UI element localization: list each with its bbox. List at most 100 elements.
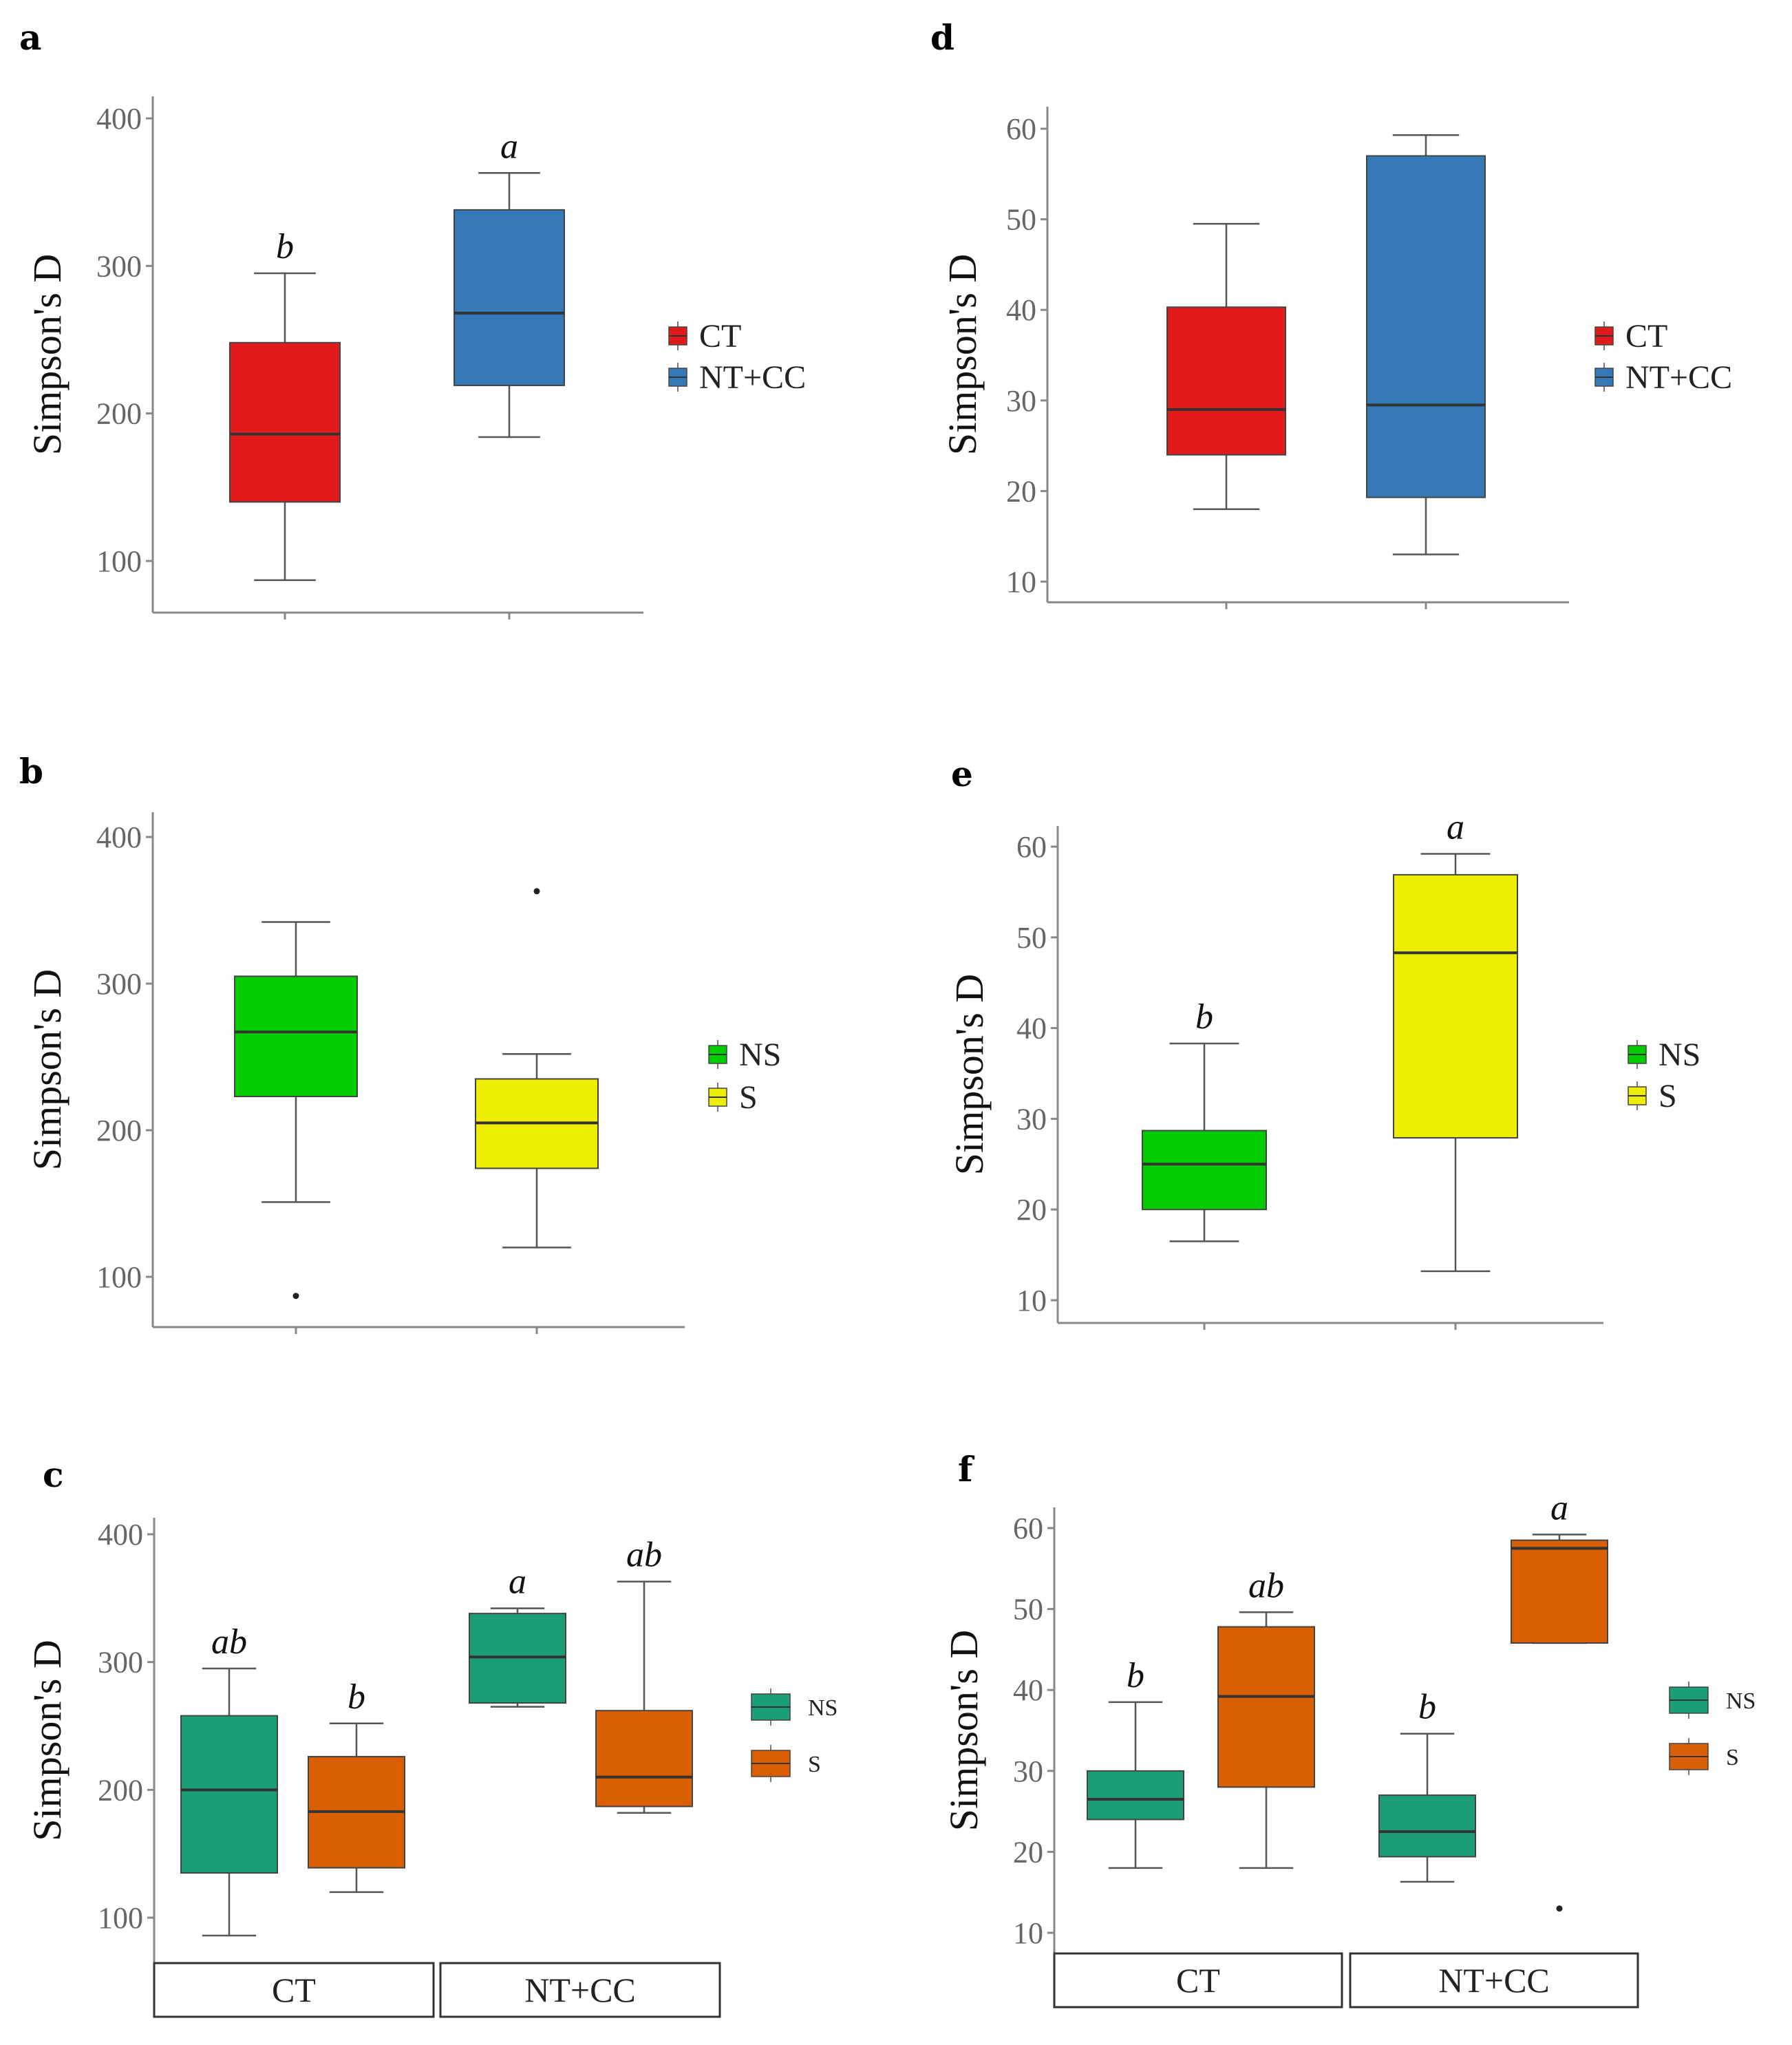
box-iqr bbox=[1393, 873, 1518, 1139]
box-iqr bbox=[1217, 1626, 1315, 1788]
box-iqr bbox=[1511, 1539, 1608, 1644]
legend-item-S: S bbox=[751, 1745, 821, 1782]
legend-label: NS bbox=[1658, 1037, 1700, 1073]
facet-strip-label: CT bbox=[272, 1971, 316, 2009]
outlier-point bbox=[533, 888, 540, 895]
legend-item-NS: NS bbox=[1669, 1682, 1756, 1719]
box-iqr bbox=[1087, 1770, 1184, 1821]
legend-label: NT+CC bbox=[699, 359, 806, 396]
y-tick-label: 50 bbox=[1006, 203, 1036, 237]
facet-strip-box bbox=[1349, 1952, 1639, 2009]
y-tick-label: 100 bbox=[96, 544, 142, 578]
significance-label: ab bbox=[1248, 1566, 1284, 1605]
y-axis-label: Simpson's D bbox=[25, 254, 70, 455]
y-tick-label: 60 bbox=[1006, 112, 1036, 146]
y-tick-label: 30 bbox=[1006, 384, 1036, 418]
legend-label: S bbox=[1658, 1078, 1677, 1114]
box-CT: b bbox=[229, 227, 341, 582]
outlier-point bbox=[1556, 1905, 1563, 1912]
legend: CT NT+CC bbox=[668, 318, 806, 396]
significance-label: a bbox=[1447, 808, 1464, 847]
box-iqr bbox=[1366, 155, 1486, 498]
y-tick-label: 100 bbox=[96, 1260, 142, 1294]
box-NS: b bbox=[1142, 997, 1267, 1242]
box-NT+CC-NS: a bbox=[469, 1562, 566, 1708]
box-iqr bbox=[180, 1715, 278, 1874]
panel-letter: d bbox=[930, 17, 954, 58]
y-tick-label: 300 bbox=[98, 1646, 143, 1680]
legend-item-S: S bbox=[1628, 1078, 1677, 1114]
legend-item-NS: NS bbox=[751, 1688, 838, 1726]
box-NT+CC-NS: b bbox=[1378, 1688, 1476, 1883]
significance-label: a bbox=[500, 127, 518, 166]
y-tick-label: 300 bbox=[96, 249, 142, 283]
y-tick-label: 50 bbox=[1016, 921, 1047, 955]
facet-strip-box bbox=[439, 1962, 721, 2018]
y-tick-label: 60 bbox=[1016, 830, 1047, 864]
facet-strip-CT: CT bbox=[153, 1962, 435, 2018]
y-axis-label: Simpson's D bbox=[25, 969, 70, 1170]
y-tick-label: 200 bbox=[96, 397, 142, 431]
significance-label: b bbox=[1195, 997, 1213, 1037]
box-iqr bbox=[1378, 1794, 1476, 1858]
box-NT+CC-S: ab bbox=[595, 1536, 693, 1814]
box-CT-S: ab bbox=[1217, 1566, 1315, 1869]
y-tick-label: 40 bbox=[1006, 293, 1036, 327]
y-tick-label: 10 bbox=[1016, 1284, 1047, 1317]
legend-label: S bbox=[739, 1079, 758, 1116]
significance-label: b bbox=[1127, 1656, 1144, 1695]
legend-label: NS bbox=[808, 1695, 838, 1721]
facet-strip-box bbox=[153, 1962, 435, 2018]
facet-strip-NT+CC: NT+CC bbox=[439, 1962, 721, 2018]
y-tick-label: 200 bbox=[98, 1773, 143, 1807]
legend-item-CT: CT bbox=[668, 318, 741, 354]
y-tick-label: 40 bbox=[1016, 1012, 1047, 1046]
legend-label: NS bbox=[1726, 1688, 1756, 1714]
box-iqr bbox=[1142, 1130, 1267, 1211]
y-tick-label: 30 bbox=[1013, 1755, 1043, 1788]
y-tick-label: 200 bbox=[96, 1114, 142, 1147]
y-tick-label: 400 bbox=[98, 1518, 143, 1551]
legend-label: CT bbox=[1625, 318, 1667, 354]
facet-strip-label: CT bbox=[1176, 1961, 1220, 2000]
y-tick-label: 40 bbox=[1013, 1673, 1043, 1707]
legend-item-NT+CC: NT+CC bbox=[668, 359, 806, 396]
legend: NS S bbox=[1669, 1682, 1756, 1775]
panel-letter: c bbox=[43, 1454, 63, 1495]
panel-letter: b bbox=[19, 751, 43, 792]
significance-label: b bbox=[276, 227, 294, 266]
y-tick-label: 400 bbox=[96, 820, 142, 854]
y-tick-label: 10 bbox=[1006, 565, 1036, 599]
box-S bbox=[475, 888, 599, 1249]
y-tick-label: 60 bbox=[1013, 1512, 1043, 1545]
panel-letter: e bbox=[951, 754, 973, 794]
y-tick-label: 50 bbox=[1013, 1593, 1043, 1627]
significance-label: ab bbox=[211, 1622, 247, 1662]
significance-label: b bbox=[348, 1677, 365, 1717]
panel-f: f Simpson's D 10 20 30 40 50 60 b ab b a NS S CT NT+CC bbox=[941, 1449, 1756, 2009]
legend-label: S bbox=[808, 1752, 821, 1777]
legend-item-S: S bbox=[1669, 1738, 1739, 1775]
legend-item-CT: CT bbox=[1594, 318, 1667, 354]
significance-label: a bbox=[1550, 1488, 1568, 1527]
box-NT+CC: a bbox=[454, 127, 565, 438]
y-tick-label: 100 bbox=[98, 1901, 143, 1935]
y-tick-label: 10 bbox=[1013, 1916, 1043, 1950]
legend: NS S bbox=[708, 1037, 781, 1116]
box-CT-NS: ab bbox=[180, 1622, 278, 1937]
facet-strip-label: NT+CC bbox=[1438, 1961, 1550, 2000]
box-NT+CC bbox=[1366, 134, 1486, 555]
significance-label: ab bbox=[626, 1536, 662, 1575]
panel-letter: f bbox=[958, 1449, 975, 1490]
facet-strip-box bbox=[1053, 1952, 1343, 2009]
y-tick-label: 20 bbox=[1013, 1835, 1043, 1869]
box-iqr bbox=[595, 1710, 693, 1808]
y-axis-label: Simpson's D bbox=[25, 1640, 70, 1841]
panel-d: d Simpson's D 10 20 30 40 50 60 CT NT+CC bbox=[930, 17, 1732, 609]
box-S: a bbox=[1393, 808, 1518, 1273]
y-tick-label: 400 bbox=[96, 102, 142, 136]
legend: NS S bbox=[1628, 1037, 1700, 1114]
panel-c: c Simpson's D 100 200 300 400 ab b a ab NS S CT NT+CC bbox=[25, 1454, 838, 2018]
box-CT bbox=[1166, 222, 1286, 510]
